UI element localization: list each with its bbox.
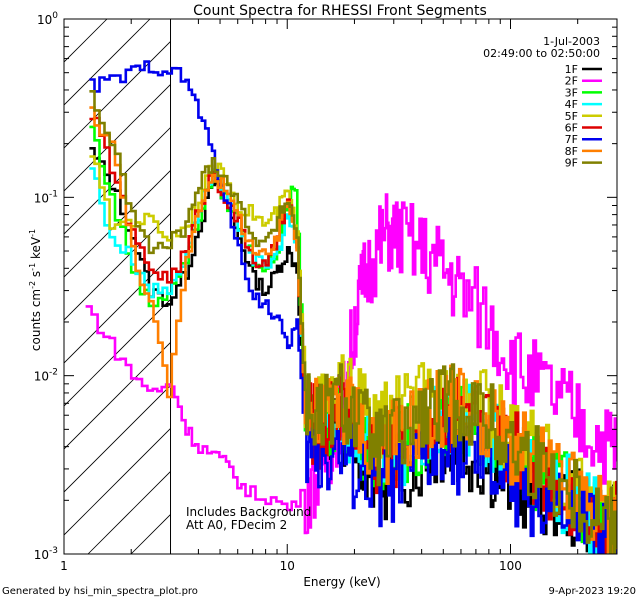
- footer-timestamp: 9-Apr-2023 19:20: [549, 586, 636, 597]
- series-group: [85, 60, 617, 554]
- x-axis-label: Energy (keV): [303, 575, 380, 589]
- legend-label-1F: 1F: [565, 63, 578, 76]
- axis-ticks: 1 10 100 100 10-1 10-2 10-3: [34, 11, 618, 573]
- series-line-7F: [89, 60, 617, 554]
- legend-label-2F: 2F: [565, 75, 578, 88]
- x-tick-label: 1: [60, 559, 68, 573]
- series-line-8F: [89, 106, 617, 554]
- legend-label-8F: 8F: [565, 145, 578, 158]
- y-tick-label: 10-2: [34, 368, 58, 384]
- legend-label-7F: 7F: [565, 133, 578, 146]
- plot-frame: [63, 18, 618, 555]
- y-axis-label: counts cm-2 s-1 keV-1: [28, 229, 43, 351]
- annotation-attenuator: Att A0, FDecim 2: [186, 518, 287, 532]
- hatch-line: [64, 384, 171, 493]
- legend-label-3F: 3F: [565, 86, 578, 99]
- y-tick-label: 10-3: [34, 546, 58, 562]
- footer-generated-by: Generated by hsi_min_spectra_plot.pro: [2, 586, 198, 597]
- x-tick-label: 10: [280, 559, 295, 573]
- series-line-9F: [89, 90, 617, 554]
- hatch-line: [64, 427, 171, 536]
- chart-title: Count Spectra for RHESSI Front Segments: [193, 3, 487, 19]
- legend-label-4F: 4F: [565, 98, 578, 111]
- annotation-background: Includes Background: [186, 505, 311, 519]
- y-tick-label: 10-1: [34, 189, 58, 205]
- legend-time-range: 02:49:00 to 02:50:00: [483, 47, 600, 60]
- legend-label-5F: 5F: [565, 110, 578, 123]
- legend-date: 1-Jul-2003: [543, 35, 600, 48]
- hatch-line: [64, 40, 171, 149]
- x-tick-label: 100: [499, 559, 522, 573]
- y-tick-label: 100: [37, 11, 58, 27]
- hatch-line: [64, 212, 171, 321]
- legend-label-9F: 9F: [565, 157, 578, 170]
- series-line-2F: [85, 193, 617, 535]
- legend-label-6F: 6F: [565, 122, 578, 135]
- hatch-line: [64, 83, 171, 192]
